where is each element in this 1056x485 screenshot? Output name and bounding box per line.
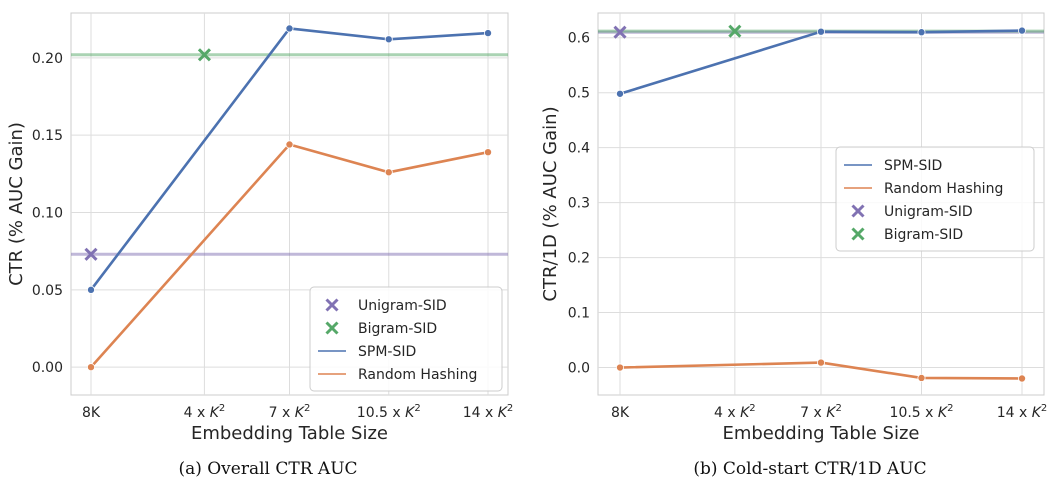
y-tick-label: 0.05	[32, 283, 63, 299]
legend: SPM-SID Random Hashing Unigram-SID Bigram-S…	[835, 146, 1035, 252]
data-point-spm-sid	[285, 24, 294, 33]
data-point-spm-sid	[384, 35, 393, 44]
y-tick-label: 0.1	[568, 306, 590, 322]
data-point-spm-sid	[87, 285, 96, 294]
data-point-random-hashing	[483, 148, 492, 157]
y-axis-label: CTR/1D (% AUC Gain)	[540, 106, 561, 301]
x-tick-label: 14 x K2	[463, 403, 514, 421]
y-tick-label: 0.5	[568, 86, 590, 102]
data-point-spm-sid	[817, 27, 826, 36]
y-tick-label: 0.4	[568, 141, 590, 157]
x-tick-label: 4 x K2	[714, 403, 756, 421]
marker-unigram-sid	[613, 25, 627, 39]
marker-bigram-sid	[197, 48, 211, 62]
data-point-spm-sid	[1018, 26, 1027, 35]
legend-swatch	[325, 321, 339, 335]
data-point-random-hashing	[917, 373, 926, 382]
data-point-spm-sid	[917, 28, 926, 37]
x-axis-label: Embedding Table Size	[722, 423, 919, 444]
legend-entry-bigram-sid: Bigram-SID	[325, 321, 437, 337]
legend-label: Bigram-SID	[358, 321, 437, 337]
y-tick-label: 0.6	[568, 31, 590, 47]
data-point-random-hashing	[87, 363, 96, 372]
data-point-random-hashing	[817, 358, 826, 367]
y-tick-label: 0.0	[568, 361, 590, 377]
x-tick-label: 14 x K2	[997, 403, 1048, 421]
data-point-random-hashing	[1018, 374, 1027, 383]
legend-entry-spm-sid: SPM-SID	[318, 344, 416, 360]
marker-unigram-sid	[84, 247, 98, 261]
data-point-random-hashing	[384, 168, 393, 177]
x-tick-label: 10.5 x K2	[890, 403, 954, 421]
figure-caption: (b) Cold-start CTR/1D AUC	[693, 459, 926, 479]
legend: Unigram-SID Bigram-SID SPM-SID Random Hashi…	[309, 286, 503, 392]
x-tick-label: 4 x K2	[184, 403, 226, 421]
x-tick-label: 7 x K2	[800, 403, 842, 421]
legend-swatch	[851, 204, 865, 218]
legend-label: Unigram-SID	[884, 204, 973, 220]
legend-entry-unigram-sid: Unigram-SID	[851, 204, 973, 220]
legend-entry-random-hashing: Random Hashing	[318, 367, 477, 383]
y-tick-label: 0.15	[32, 128, 63, 144]
legend-label: SPM-SID	[358, 344, 416, 360]
y-tick-label: 0.3	[568, 196, 590, 212]
legend-entry-bigram-sid: Bigram-SID	[851, 227, 963, 243]
x-tick-label: 8K	[611, 405, 630, 421]
y-tick-label: 0.20	[32, 51, 63, 67]
data-point-random-hashing	[616, 363, 625, 372]
x-tick-label: 8K	[82, 405, 101, 421]
x-axis-label: Embedding Table Size	[191, 423, 388, 444]
x-tick-label: 7 x K2	[269, 403, 311, 421]
series-line-spm-sid	[89, 27, 489, 291]
legend-box	[835, 146, 1035, 252]
legend-swatch	[851, 227, 865, 241]
legend-label: Bigram-SID	[884, 227, 963, 243]
legend-label: Unigram-SID	[358, 298, 447, 314]
legend-label: SPM-SID	[884, 158, 942, 174]
chart-panel-a: 0.00 0.05 0.10 0.15 0.20 8K 4 x K2 7 x K2 10.5 x…	[6, 12, 514, 444]
y-tick-label: 0.00	[32, 360, 63, 376]
data-point-random-hashing	[285, 140, 294, 149]
legend-label: Random Hashing	[884, 181, 1003, 197]
legend-entry-unigram-sid: Unigram-SID	[325, 298, 447, 314]
legend-box	[309, 286, 503, 392]
legend-swatch	[325, 298, 339, 312]
legend-entry-random-hashing: Random Hashing	[844, 181, 1003, 197]
data-point-spm-sid	[483, 29, 492, 38]
legend-entry-spm-sid: SPM-SID	[844, 158, 942, 174]
series-line-random-hashing	[90, 143, 489, 369]
series-line-random-hashing	[619, 361, 1023, 380]
legend-label: Random Hashing	[358, 367, 477, 383]
y-tick-label: 0.10	[32, 206, 63, 222]
figure-caption: (a) Overall CTR AUC	[178, 459, 357, 479]
data-point-spm-sid	[616, 89, 625, 98]
y-tick-label: 0.2	[568, 251, 590, 267]
x-tick-label: 10.5 x K2	[357, 403, 421, 421]
marker-bigram-sid	[728, 24, 742, 38]
chart-panel-b: 0.0 0.1 0.2 0.3 0.4 0.5 0.6 8K 4 x K2 7 x K2 10.5 …	[540, 12, 1048, 444]
series-line-spm-sid	[619, 29, 1023, 96]
y-axis-label: CTR (% AUC Gain)	[6, 122, 27, 286]
